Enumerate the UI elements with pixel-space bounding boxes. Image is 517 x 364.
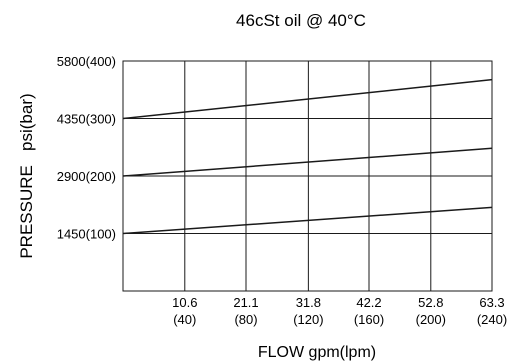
x-tick-label: 21.1 xyxy=(233,295,258,310)
x-tick-label: 42.2 xyxy=(356,295,381,310)
y-tick-label: 5800(400) xyxy=(57,54,116,69)
x-tick-label: 10.6 xyxy=(172,295,197,310)
x-tick-sublabel: (40) xyxy=(173,312,196,327)
x-tick-label: 31.8 xyxy=(296,295,321,310)
x-tick-label: 63.3 xyxy=(479,295,504,310)
y-axis-label: PRESSURE psi(bar) xyxy=(17,93,36,258)
x-tick-labels: 10.6 (40) 21.1 (80) 31.8 (120) 42.2 (160) 52.8 (2… xyxy=(172,295,507,327)
series-lines xyxy=(122,78,493,235)
pressure-curve xyxy=(122,206,493,235)
pressure-curve xyxy=(122,78,493,120)
x-tick-sublabel: (160) xyxy=(354,312,384,327)
x-tick-sublabel: (240) xyxy=(477,312,507,327)
x-tick-sublabel: (120) xyxy=(293,312,323,327)
y-tick-label: 2900(200) xyxy=(57,169,116,184)
y-tick-label: 1450(100) xyxy=(57,227,116,242)
x-axis-label: FLOW gpm(lpm) xyxy=(258,344,376,361)
grid-lines xyxy=(123,61,492,291)
y-tick-label: 4350(300) xyxy=(57,112,116,127)
chart-title: 46cSt oil @ 40°C xyxy=(236,11,366,30)
x-tick-sublabel: (80) xyxy=(234,312,257,327)
x-tick-label: 52.8 xyxy=(418,295,443,310)
y-tick-labels: 1450(100) 2900(200) 4350(300) 5800(400) xyxy=(57,54,116,242)
pressure-curve xyxy=(122,147,493,177)
x-tick-sublabel: (200) xyxy=(416,312,446,327)
